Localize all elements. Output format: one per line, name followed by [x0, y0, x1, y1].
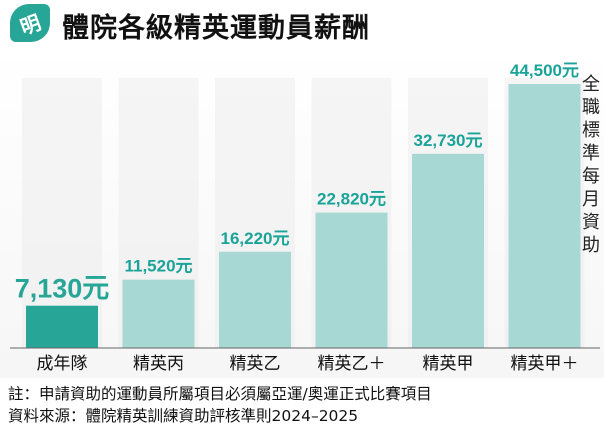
brand-logo-char: 明: [17, 9, 45, 40]
bar-4: [412, 153, 484, 348]
footer: 註：申請資助的運動員所屬項目必須屬亞運/奧運正式比賽項目 資料來源：體院精英訓練…: [8, 383, 598, 427]
category-label: 精英甲＋: [511, 354, 579, 374]
bar-value-label: 11,520元: [124, 257, 192, 276]
y-axis-label-char: 標: [582, 120, 600, 141]
bar-value-label: 32,730元: [414, 131, 483, 150]
category-label: 成年隊: [37, 354, 88, 374]
bar-3: [315, 212, 388, 348]
category-label: 精英丙: [133, 354, 184, 374]
bar-1: [122, 279, 195, 348]
bar-2: [219, 251, 291, 348]
footer-source: 資料來源：體院精英訓練資助評核準則2024–2025: [8, 407, 359, 425]
y-axis-label-char: 準: [582, 143, 600, 164]
y-axis-label-char: 每: [582, 166, 600, 187]
y-axis-label-char: 職: [582, 97, 600, 118]
bar-0: [26, 305, 98, 348]
bar-value-label: 22,820元: [317, 190, 386, 209]
y-axis-label-char: 月: [582, 189, 600, 210]
bar-column-bg: [22, 78, 102, 348]
y-axis-label-char: 全: [582, 74, 600, 95]
header: 明 體院各級精英運動員薪酬: [0, 0, 604, 46]
category-label: 精英甲: [423, 354, 474, 374]
footer-note: 註：申請資助的運動員所屬項目必須屬亞運/奧運正式比賽項目: [8, 385, 432, 403]
category-label: 精英乙: [230, 354, 281, 374]
category-label: 精英乙＋: [318, 354, 386, 374]
chart-title: 體院各級精英運動員薪酬: [62, 13, 370, 44]
y-axis-label-char: 助: [582, 235, 600, 256]
chart-area: 7,130元成年隊 11,520元 精英丙 16,220元 精英乙 22,820元 精英乙＋…: [0, 48, 604, 378]
brand-logo: 明: [10, 4, 50, 42]
bar-value-label: 44,500元: [510, 61, 579, 80]
bar-value-label: 7,130元: [15, 274, 110, 304]
bar-5: [508, 84, 581, 348]
y-axis-label-char: 資: [582, 212, 600, 233]
bar-value-label: 16,220元: [221, 229, 290, 248]
